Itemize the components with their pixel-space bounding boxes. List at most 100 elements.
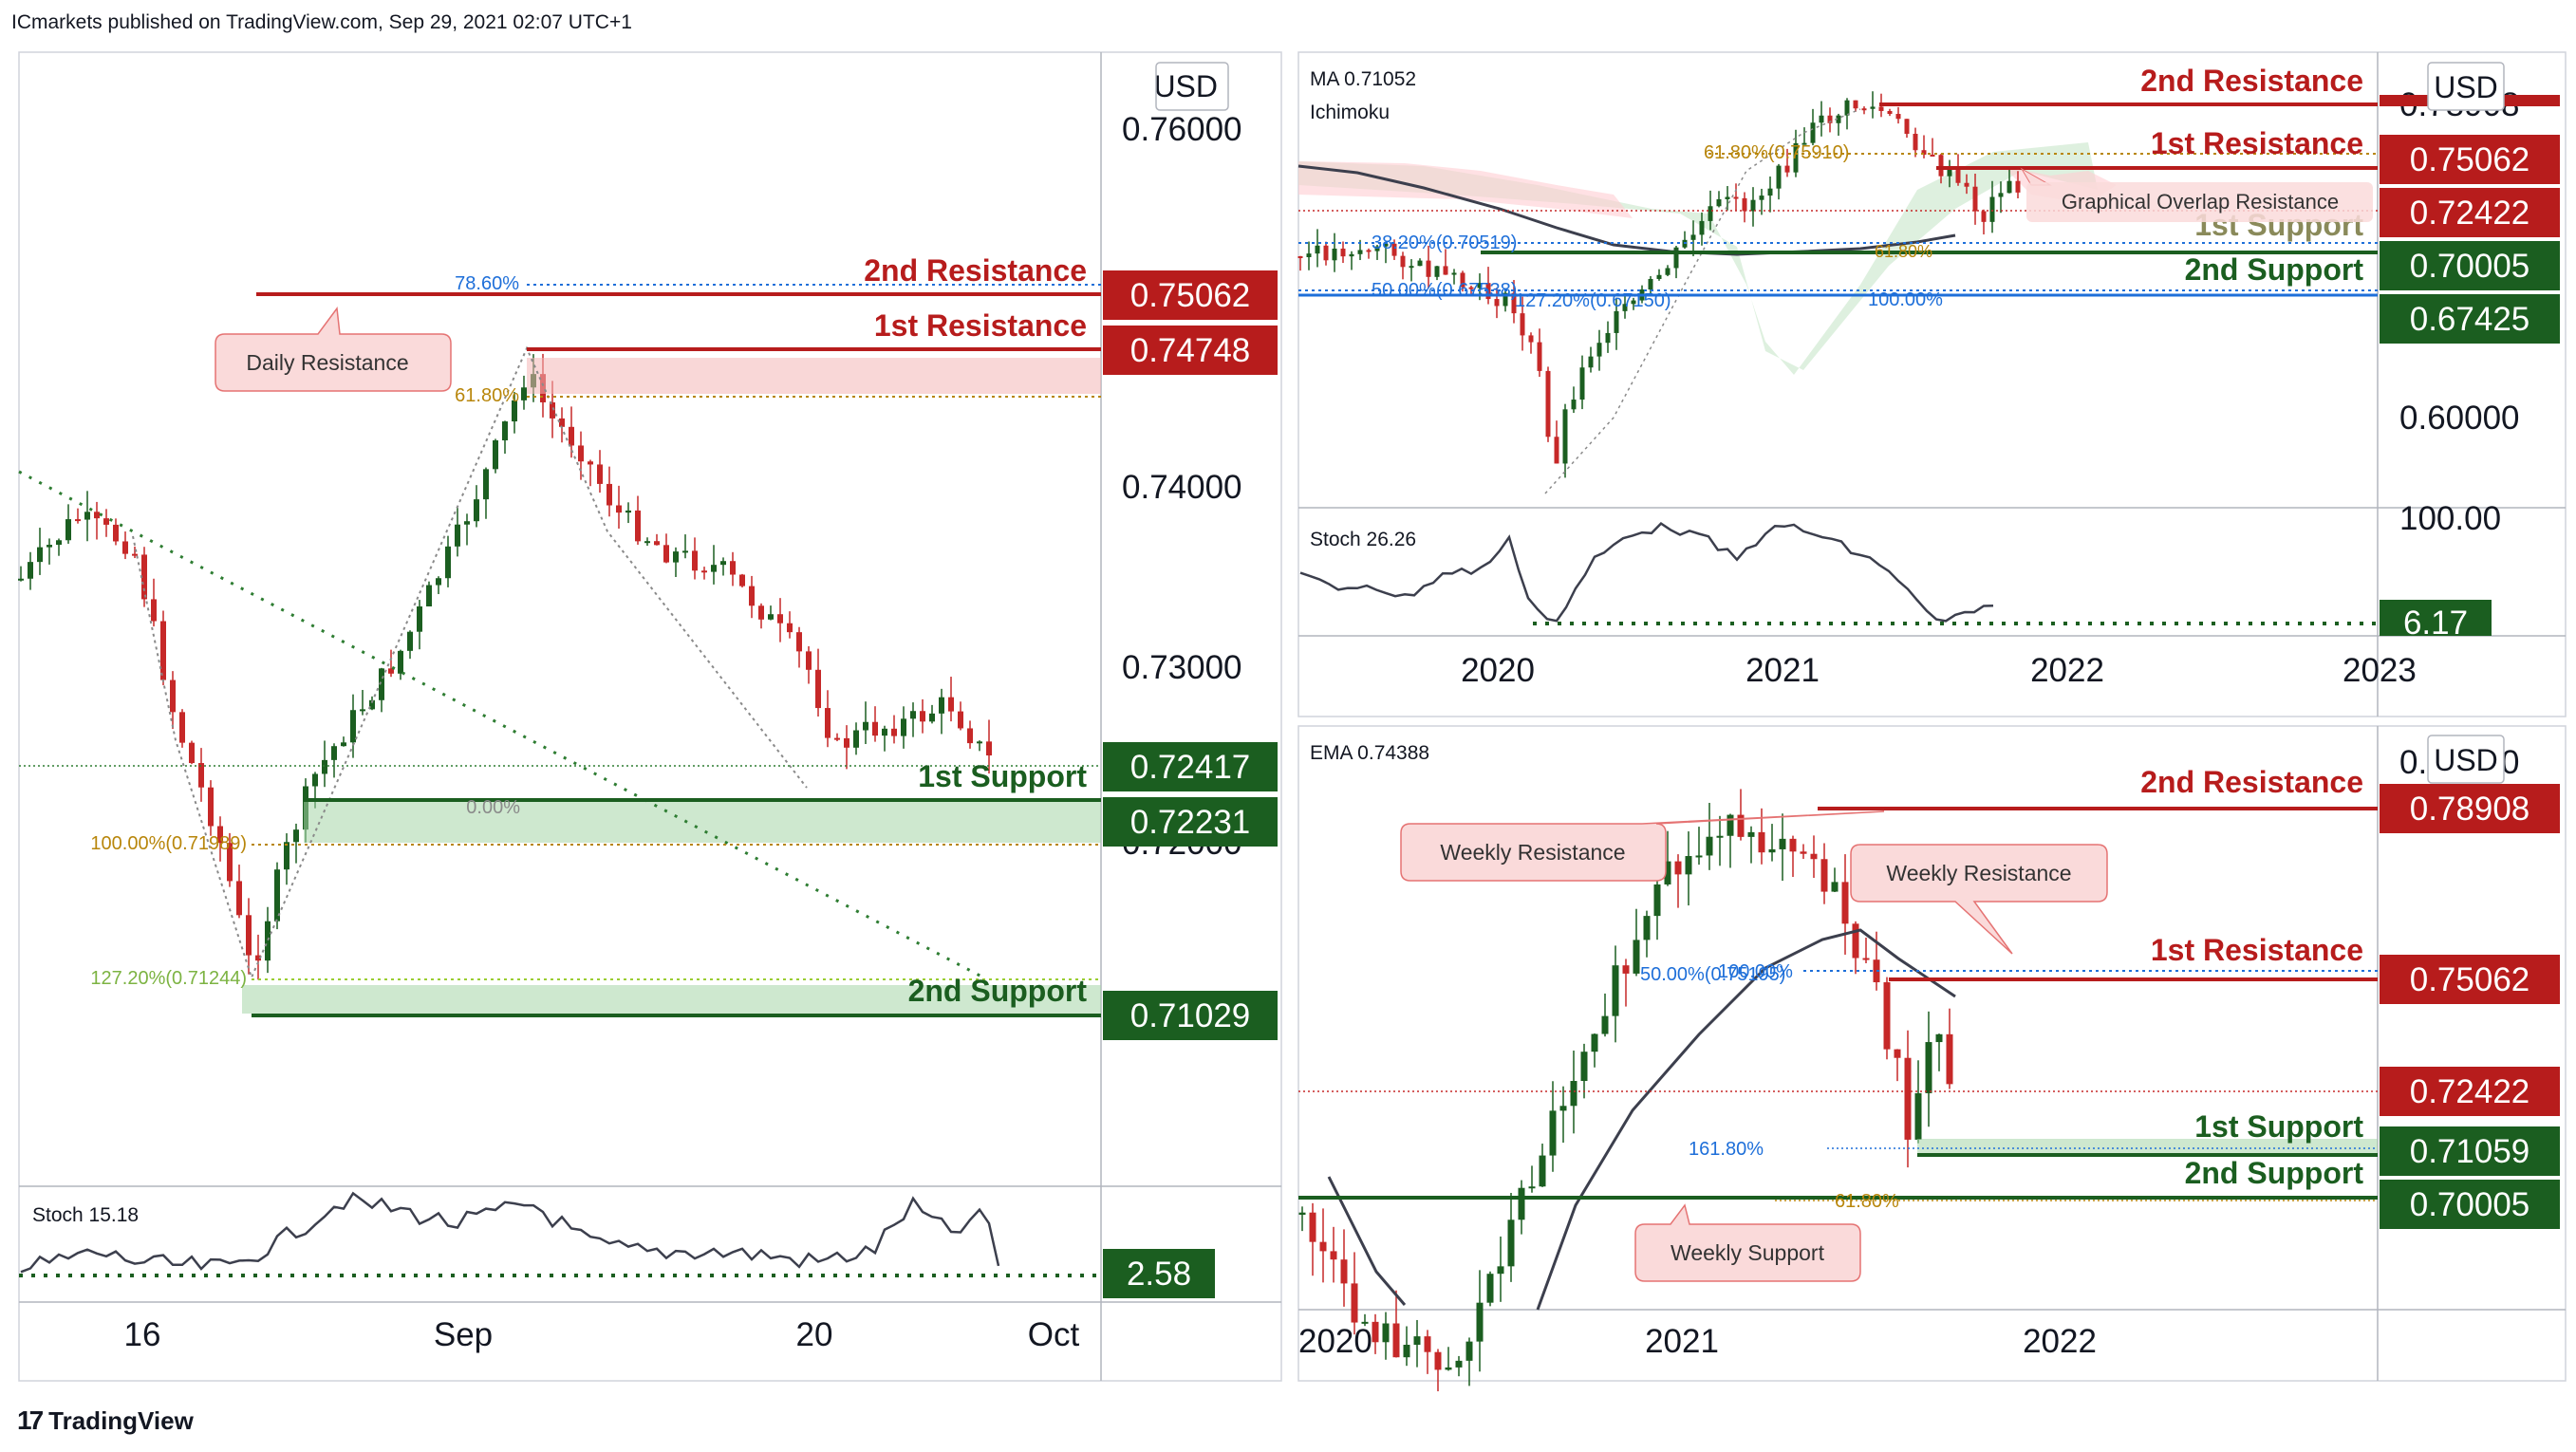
daily-candle — [293, 829, 299, 843]
weekly-candle — [1690, 234, 1696, 240]
weekly-candle — [1836, 115, 1841, 123]
weekly-candle — [1998, 193, 2004, 197]
monthly-weekly-sup-callout — [1634, 1203, 1861, 1282]
daily-candle — [103, 518, 109, 525]
daily-candle — [578, 445, 584, 462]
daily-candle — [341, 742, 346, 747]
weekly-candle — [1374, 246, 1380, 251]
daily-candle — [47, 545, 52, 548]
daily-time-20: 20 — [796, 1316, 833, 1353]
daily-candle — [28, 562, 33, 579]
weekly-candle — [1827, 115, 1833, 123]
weekly-candle — [1485, 283, 1491, 300]
daily-candle — [948, 697, 954, 712]
daily-candle — [445, 546, 451, 579]
monthly-time-2022: 2022 — [2023, 1323, 2097, 1360]
daily-candle — [151, 599, 157, 622]
monthly-candle — [1737, 814, 1745, 837]
daily-s1-label: 1st Support — [918, 759, 1087, 793]
weekly-candle — [1323, 245, 1329, 261]
weekly-candle — [1989, 196, 1995, 222]
daily-candle — [559, 418, 565, 427]
weekly-candle — [1571, 400, 1577, 410]
daily-candle — [94, 512, 100, 519]
daily-candle — [255, 955, 261, 961]
daily-candle — [398, 650, 403, 674]
monthly-panel: 2nd Resistance 1st Resistance 1st Suppor… — [1297, 725, 2567, 1392]
daily-candle — [720, 561, 726, 566]
weekly-candle — [1460, 272, 1465, 288]
daily-candle — [84, 512, 90, 520]
daily-candle — [37, 547, 43, 563]
weekly-candle — [1853, 100, 1858, 109]
daily-candle — [65, 519, 71, 541]
weekly-candle — [1972, 186, 1978, 212]
monthly-last-price-tag: 0.72422 — [2380, 1067, 2560, 1116]
weekly-overlap-callout — [2026, 182, 2373, 222]
daily-candle — [882, 728, 887, 736]
monthly-candle — [1883, 982, 1891, 1050]
monthly-candle — [1455, 1360, 1463, 1368]
publisher-header: ICmarkets published on TradingView.com, … — [11, 11, 632, 33]
daily-panel-border — [18, 51, 1282, 1382]
daily-candle — [768, 614, 774, 620]
daily-candle — [493, 440, 498, 470]
weekly-ichimoku-label: Ichimoku — [1310, 102, 1390, 123]
weekly-candle — [1588, 356, 1594, 368]
daily-candle — [958, 711, 963, 729]
daily-candle — [967, 728, 973, 744]
weekly-last-price: 0.72422 — [2410, 195, 2530, 232]
daily-candle — [986, 741, 992, 756]
monthly-candle — [1612, 965, 1619, 1016]
daily-candle — [388, 668, 394, 674]
weekly-candle — [1511, 292, 1517, 314]
daily-candle — [682, 550, 688, 553]
daily-s1-price: 0.72231 — [1130, 804, 1251, 841]
monthly-candle — [1382, 1323, 1390, 1343]
weekly-candle — [1349, 253, 1354, 257]
daily-time-sep: Sep — [434, 1316, 493, 1353]
monthly-candle — [1507, 1219, 1515, 1267]
daily-candle — [113, 524, 119, 542]
weekly-candle — [1562, 409, 1568, 464]
weekly-candle — [1861, 108, 1867, 111]
weekly-s2-label: 2nd Support — [2185, 252, 2364, 287]
daily-candle — [474, 499, 479, 522]
daily-candle — [246, 915, 252, 956]
monthly-panel-border — [1297, 725, 2567, 1382]
weekly-candle — [1725, 196, 1730, 199]
daily-candle — [739, 574, 745, 586]
weekly-candle — [1656, 274, 1662, 279]
weekly-candle — [1776, 165, 1782, 189]
daily-candle — [274, 869, 280, 921]
weekly-candle — [1340, 248, 1346, 257]
daily-candle — [711, 565, 717, 572]
daily-candle — [777, 614, 783, 624]
weekly-candle — [1750, 199, 1756, 212]
monthly-candle — [1361, 1321, 1369, 1324]
daily-s2-price-tag: 0.71029 — [1103, 991, 1278, 1040]
monthly-weekly-res-a-text: Weekly Resistance — [1440, 840, 1625, 865]
weekly-last-price-tag: 0.72422 — [2380, 188, 2560, 237]
monthly-candle — [1424, 1336, 1431, 1352]
monthly-r1-label: 1st Resistance — [2151, 933, 2363, 967]
weekly-candle — [1964, 182, 1969, 187]
monthly-time-2020: 2020 — [1298, 1323, 1372, 1360]
monthly-candle — [1403, 1345, 1410, 1358]
daily-candle — [132, 553, 138, 556]
weekly-candle — [1648, 278, 1653, 290]
daily-candle — [464, 521, 470, 525]
daily-candle — [929, 713, 935, 722]
monthly-candle — [1497, 1266, 1504, 1275]
daily-candles — [18, 353, 992, 980]
weekly-candle — [1673, 247, 1679, 269]
weekly-candle — [1767, 188, 1773, 196]
daily-tick-074: 0.74000 — [1122, 469, 1242, 506]
weekly-r1-price-tag: 0.75062 — [2380, 135, 2560, 184]
weekly-candle — [1631, 300, 1636, 305]
monthly-weekly-sup-text: Weekly Support — [1671, 1240, 1825, 1265]
weekly-r2-label: 2nd Resistance — [2140, 64, 2363, 98]
weekly-stoch-label: Stoch 26.26 — [1310, 529, 1416, 550]
daily-time-oct: Oct — [1028, 1316, 1080, 1353]
monthly-weekly-res-b-text: Weekly Resistance — [1886, 861, 2071, 885]
